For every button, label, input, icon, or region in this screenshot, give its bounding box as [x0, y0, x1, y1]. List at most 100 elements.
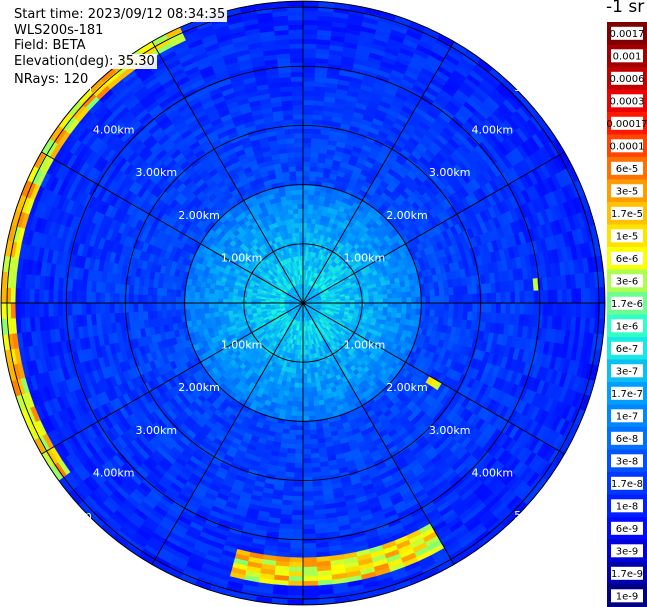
radar-cell: [309, 438, 319, 445]
radar-cell: [472, 302, 478, 313]
radar-cell: [429, 309, 436, 318]
radar-cell: [302, 29, 318, 35]
radar-cell: [302, 85, 315, 92]
radar-cell: [363, 302, 370, 307]
radar-cell: [392, 297, 398, 304]
radar-cell: [312, 481, 323, 487]
radar-cell: [382, 306, 389, 313]
radar-cell: [387, 293, 393, 299]
radar-cell: [313, 405, 321, 412]
radar-cell: [287, 395, 294, 402]
radar-cell: [302, 57, 317, 63]
radar-cell: [308, 184, 316, 191]
radar-cell: [293, 382, 300, 389]
radar-cell: [406, 302, 412, 309]
radar-cell: [302, 444, 311, 450]
radar-cell: [575, 288, 582, 304]
radar-cell: [293, 387, 299, 393]
radar-cell: [302, 477, 313, 483]
radar-cell: [302, 500, 314, 507]
radar-cell: [528, 290, 535, 304]
radar-cell: [302, 571, 318, 577]
radar-cell: [296, 415, 304, 422]
radar-cell: [386, 288, 393, 295]
radar-cell: [302, 227, 308, 233]
radar-cell: [481, 312, 487, 323]
radar-cell: [400, 286, 407, 293]
radar-cell: [571, 302, 577, 318]
radar-cell: [310, 372, 316, 379]
radar-cell: [302, 170, 311, 177]
radar-cell: [309, 166, 318, 172]
radar-cell: [307, 387, 313, 393]
radar-cell: [415, 302, 422, 310]
radar-cell: [293, 477, 304, 483]
radar-cell: [311, 462, 321, 469]
radar-cell: [295, 434, 304, 441]
radar-cell: [519, 302, 525, 315]
radar-cell: [309, 429, 318, 436]
radar-cell: [510, 291, 516, 304]
radar-cell: [302, 566, 318, 573]
radar-cell: [481, 283, 487, 294]
radar-cell: [302, 505, 315, 511]
radar-cell: [302, 514, 315, 521]
radar-cell: [306, 382, 313, 389]
radar-cell: [391, 307, 398, 314]
radar-cell: [457, 285, 464, 296]
radar-cell: [552, 302, 558, 317]
radar-cell: [308, 415, 316, 422]
radar-cell: [307, 401, 315, 407]
radar-cell: [302, 165, 311, 172]
radar-cell: [302, 561, 318, 568]
radar-cell: [302, 151, 312, 158]
radar-cell: [561, 288, 568, 304]
radar-cell: [349, 297, 356, 301]
radar-cell: [291, 510, 304, 516]
radar-cell: [302, 194, 309, 200]
radar-cell: [310, 448, 320, 455]
radar-cell: [302, 14, 319, 21]
radar-cell: [302, 147, 312, 153]
radar-cell: [448, 294, 455, 304]
radar-cell: [292, 500, 304, 507]
radar-cell: [285, 405, 293, 412]
radar-cell: [284, 476, 295, 483]
radar-cell: [302, 462, 312, 469]
radar-cell: [302, 406, 309, 412]
radar-cell: [391, 292, 398, 299]
radar-cell: [302, 396, 309, 403]
radar-cell: [302, 52, 317, 59]
radar-cell: [302, 415, 310, 422]
radar-cell: [294, 373, 300, 379]
radar-cell: [311, 137, 321, 144]
radar-cell: [285, 462, 295, 469]
radar-cell: [472, 293, 478, 304]
radar-cell: [302, 142, 312, 148]
radar-cell: [298, 387, 304, 393]
radar-cell: [302, 481, 313, 488]
radar-cell: [410, 290, 417, 298]
radar-cell: [396, 302, 403, 309]
radar-cell: [396, 297, 403, 304]
radar-cell: [302, 590, 319, 596]
radar-cell: [377, 294, 384, 300]
radar-cell: [287, 443, 296, 450]
radar-cell: [289, 552, 304, 558]
radar-cell: [309, 434, 318, 440]
radar-cell: [295, 439, 304, 445]
radar-cell: [377, 290, 384, 296]
radar-cell: [405, 291, 412, 298]
radar-cell: [302, 467, 313, 474]
radar-cell: [310, 142, 321, 149]
radar-cell: [580, 302, 587, 319]
radar-cell: [466, 284, 473, 295]
radar-cell: [443, 287, 450, 296]
radar-cell: [286, 452, 296, 459]
radar-cell: [439, 295, 445, 304]
radar-cell: [310, 457, 321, 464]
radar-cell: [283, 485, 294, 492]
radar-cell: [299, 368, 304, 375]
radar-cell: [310, 443, 319, 450]
radar-cell: [294, 462, 304, 469]
